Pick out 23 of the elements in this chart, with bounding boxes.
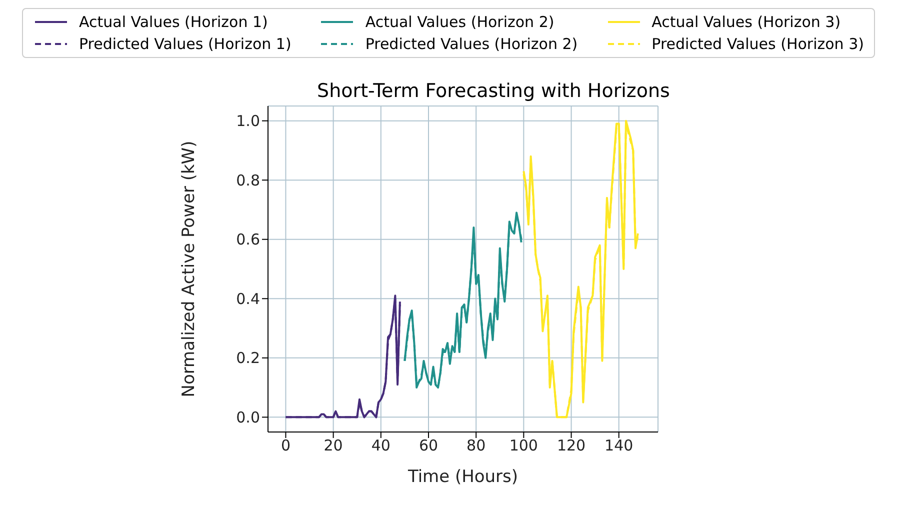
x-tick-label: 20 <box>324 436 343 455</box>
x-tick-label: 140 <box>604 436 634 455</box>
legend-label: Actual Values (Horizon 3) <box>652 13 841 31</box>
x-axis-title: Time (Hours) <box>406 467 518 487</box>
legend-label: Predicted Values (Horizon 2) <box>365 35 578 53</box>
y-tick-label: 0.0 <box>236 408 260 427</box>
legend-label: Predicted Values (Horizon 1) <box>79 35 292 53</box>
y-tick-label: 0.4 <box>236 290 260 308</box>
chart-title: Short-Term Forecasting with Horizons <box>316 80 671 102</box>
x-tick-label: 80 <box>466 436 486 455</box>
x-tick-label: 120 <box>556 436 586 455</box>
legend-label: Actual Values (Horizon 1) <box>79 13 268 31</box>
legend-label: Actual Values (Horizon 2) <box>365 13 554 31</box>
y-tick-label: 0.2 <box>236 349 260 368</box>
legend-label: Predicted Values (Horizon 3) <box>652 35 864 53</box>
y-axis-title: Normalized Active Power (kW) <box>179 140 200 398</box>
y-tick-label: 0.8 <box>236 171 260 190</box>
x-tick-label: 60 <box>418 436 438 455</box>
x-tick-label: 40 <box>371 436 390 455</box>
x-tick-label: 0 <box>280 436 290 455</box>
y-tick-label: 1.0 <box>236 112 260 130</box>
y-tick-label: 0.6 <box>236 230 260 249</box>
x-tick-label: 100 <box>509 436 538 455</box>
